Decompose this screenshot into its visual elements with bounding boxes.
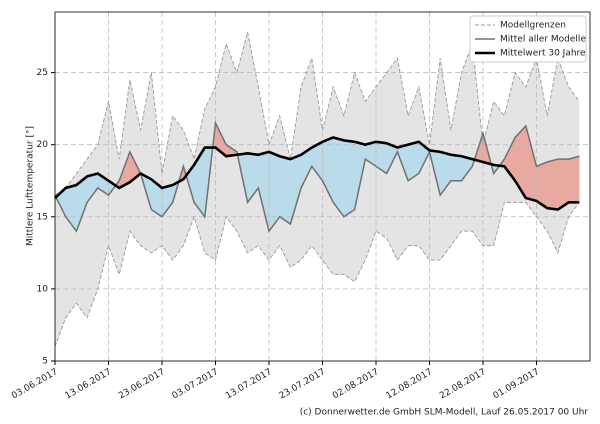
model-mean-line <box>54 120 580 233</box>
y-axis-label: Mittlere Lufttemperatur [°] <box>26 126 36 246</box>
legend-label: Mittelwert 30 Jahre <box>500 49 586 59</box>
model-range-band <box>55 32 580 347</box>
difference-fill <box>547 158 559 210</box>
difference-fill <box>568 156 580 203</box>
x-tick-label: 13.06.2017 <box>64 367 114 401</box>
legend-label: Modellgrenzen <box>500 21 566 31</box>
difference-fill <box>343 140 355 218</box>
y-tick-label: 5 <box>42 357 48 367</box>
x-tick-label: 03.06.2017 <box>10 367 60 401</box>
x-tick-label: 01.09.2017 <box>492 367 542 401</box>
x-tick-label: 23.06.2017 <box>117 367 167 401</box>
footer: (c) Donnerwetter.de GmbH SLM-Modell, Lau… <box>300 408 589 418</box>
model-lower-line <box>54 201 580 347</box>
y-tick-label: 15 <box>37 212 48 222</box>
x-tick-label: 03.07.2017 <box>171 367 221 401</box>
y-tick-label: 10 <box>37 284 49 294</box>
x-tick-label: 23.07.2017 <box>278 367 328 401</box>
y-tick-label: 25 <box>37 68 48 78</box>
x-tick-label: 22.08.2017 <box>438 367 488 401</box>
legend-box <box>469 15 587 63</box>
y-tick-label: 20 <box>37 140 49 150</box>
legend-label: Mittel aller Modelle <box>500 35 586 45</box>
model-upper-line <box>54 32 580 196</box>
x-tick-label: 12.08.2017 <box>385 367 435 401</box>
difference-fill <box>279 156 291 225</box>
x-tick-label: 13.07.2017 <box>224 367 274 401</box>
difference-fill <box>450 154 462 181</box>
climate-mean-line <box>54 136 580 211</box>
plot-frame <box>54 11 591 362</box>
x-tick-label: 02.08.2017 <box>331 367 381 401</box>
